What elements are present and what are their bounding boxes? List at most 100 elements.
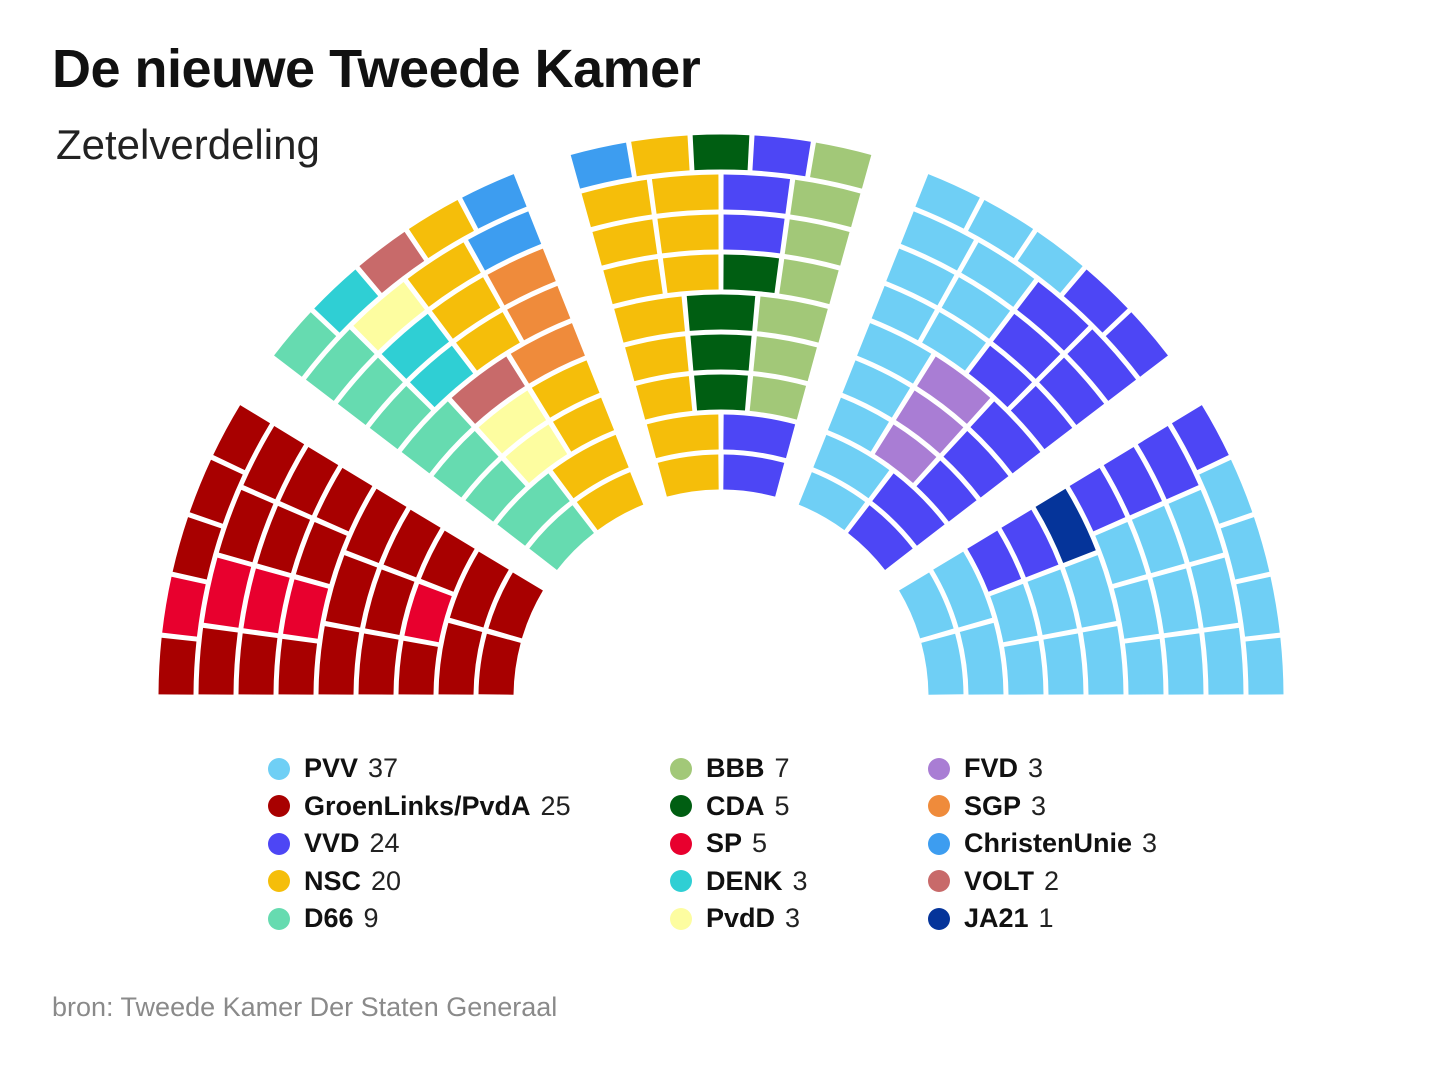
chart-title: De nieuwe Tweede Kamer [52, 39, 701, 99]
legend-item-sp: SP 5 [670, 825, 808, 863]
legend-item-denk: DENK 3 [670, 863, 808, 901]
seat-d66 [465, 460, 526, 522]
legend-seat-count: 3 [785, 903, 801, 934]
seat-groenlinks-pvda [365, 569, 415, 635]
seat-vvd [1001, 509, 1059, 578]
seat-pvv [1124, 638, 1164, 695]
seat-nsc [552, 397, 615, 452]
seat-nsc [456, 312, 520, 371]
seat-pvv [1220, 517, 1270, 580]
seat-groenlinks-pvda [478, 633, 521, 695]
seat-sp [283, 579, 329, 639]
legend-swatch [268, 757, 290, 780]
seat-vvd [968, 345, 1033, 408]
seat-sp [404, 583, 452, 643]
seat-ja21 [1035, 488, 1096, 563]
legend-seat-count: 3 [792, 865, 808, 896]
seat-groenlinks-pvda [278, 638, 318, 695]
seat-vvd [848, 505, 913, 570]
seat-nsc [576, 472, 644, 531]
parliament-chart [158, 134, 1284, 695]
seat-pvv [922, 312, 986, 371]
seat-volt [451, 356, 525, 424]
legend-item-pvdd: PvdD 3 [670, 900, 808, 938]
legend-seat-count: 9 [363, 903, 379, 934]
legend-column: PVV 37 GroenLinks/PvdA 25 VVD 24 NSC 20 D66 9 [268, 750, 571, 938]
legend-party-name: VVD [304, 828, 360, 859]
seat-pvv [827, 397, 890, 452]
legend-seat-count: 3 [1028, 753, 1044, 784]
legend-party-name: BBB [706, 753, 765, 784]
seat-pvv [1082, 626, 1124, 695]
seat-groenlinks-pvda [295, 521, 347, 585]
legend-item-nsc: NSC 20 [268, 863, 571, 901]
seat-sgp [487, 248, 556, 306]
legend-item-cda: CDA 5 [670, 788, 808, 826]
seat-vvd [1010, 385, 1073, 450]
seat-fvd [917, 356, 991, 424]
seat-pvv [1168, 489, 1224, 563]
seat-pvv [961, 242, 1035, 307]
chart-subtitle: Zetelverdeling [56, 121, 320, 168]
seat-pvv [1190, 557, 1239, 628]
seat-groenlinks-pvda [383, 509, 441, 578]
seat-christenunie [468, 211, 542, 271]
seat-sgp [507, 285, 571, 341]
legend-party-name: JA21 [964, 903, 1029, 934]
seat-groenlinks-pvda [172, 517, 222, 580]
seat-pvv [857, 323, 932, 384]
seat-christenunie [462, 174, 527, 229]
seat-cda [692, 134, 750, 171]
seat-vvd [1067, 329, 1137, 401]
seat-vvd [943, 430, 1009, 498]
seat-pvv [1204, 627, 1244, 695]
seat-cda [694, 374, 748, 411]
legend-swatch [670, 795, 692, 818]
legend-swatch [670, 870, 692, 893]
seat-bbb [779, 259, 839, 305]
seat-groenlinks-pvda [316, 467, 373, 532]
seat-pvv [798, 472, 866, 531]
seat-d66 [305, 329, 375, 401]
seat-christenunie [570, 142, 632, 189]
legend-item-groenlinks-pvda: GroenLinks/PvdA 25 [268, 788, 571, 826]
seat-nsc [657, 214, 719, 254]
seat-bbb [784, 219, 850, 266]
seat-d66 [274, 312, 337, 377]
seat-nsc [614, 296, 685, 343]
seat-nsc [625, 336, 689, 382]
seat-vvd [1063, 269, 1128, 333]
seat-d66 [337, 357, 403, 426]
seat-vvd [1171, 405, 1229, 471]
legend-party-name: PvdD [706, 903, 776, 934]
seat-pvv [1131, 505, 1185, 574]
seat-bbb [749, 376, 807, 420]
seat-vvd [723, 454, 785, 497]
seat-groenlinks-pvda [449, 551, 509, 628]
seat-nsc [603, 259, 663, 305]
legend-seat-count: 24 [369, 828, 400, 859]
seat-sgp [510, 323, 585, 384]
legend-item-pvv: PVV 37 [268, 750, 571, 788]
legend-party-name: D66 [304, 903, 354, 934]
seat-denk [381, 313, 450, 379]
seat-pvv [941, 277, 1011, 339]
legend-seat-count: 3 [1031, 790, 1047, 821]
seat-sp [162, 576, 206, 637]
seat-pvv [886, 248, 955, 306]
seat-pvv [968, 200, 1034, 259]
seat-pvv [959, 622, 1004, 695]
seat-vvd [752, 135, 811, 177]
seat-fvd [895, 390, 964, 454]
legend-item-volt: VOLT 2 [928, 863, 1157, 901]
seat-nsc [407, 242, 481, 307]
legend-item-sgp: SGP 3 [928, 788, 1157, 826]
seat-pvv [1095, 521, 1147, 585]
seat-d66 [433, 430, 499, 498]
seat-groenlinks-pvda [213, 405, 271, 471]
legend-swatch [928, 907, 950, 930]
seat-pvdd [478, 390, 547, 454]
seat-pvv [1199, 459, 1253, 524]
seat-groenlinks-pvda [346, 488, 407, 563]
seat-vvd [992, 313, 1061, 379]
